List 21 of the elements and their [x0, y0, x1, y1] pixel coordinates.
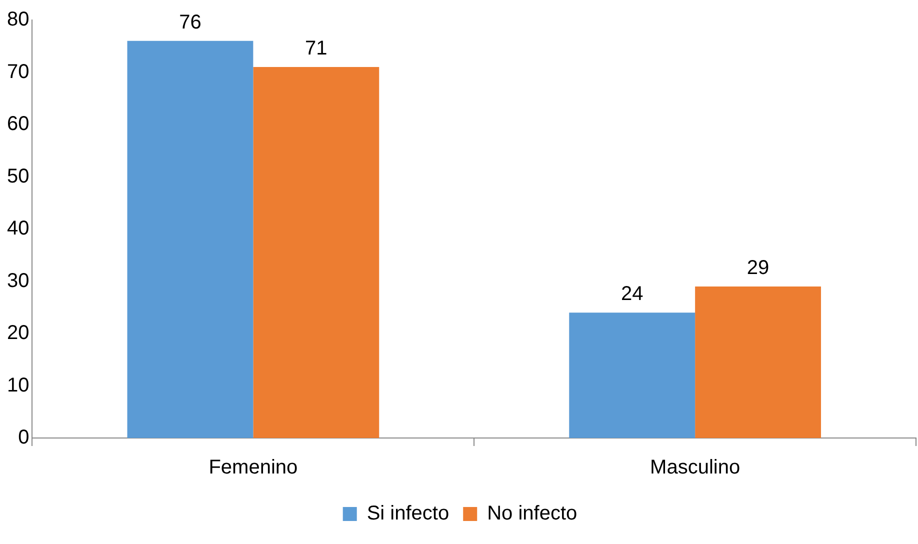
data-label: 29 [746, 256, 770, 279]
legend-label: Si infecto [366, 502, 450, 525]
data-label: 71 [305, 38, 328, 60]
data-label: 24 [620, 283, 644, 306]
y-tick-label: 0 [18, 426, 30, 449]
y-tick-label: 30 [6, 270, 30, 292]
y-tick-label: 60 [6, 113, 30, 136]
bar [569, 312, 696, 438]
y-tick-label: 40 [6, 218, 30, 240]
y-tick-label: 70 [6, 60, 30, 83]
y-tick-label: 50 [6, 165, 30, 188]
bar [127, 40, 254, 438]
y-tick-label: 20 [6, 322, 30, 344]
bar [253, 67, 380, 438]
bar [695, 286, 821, 438]
data-label: 76 [179, 11, 202, 34]
x-tick-label: Masculino [650, 456, 740, 479]
y-tick-label: 10 [6, 374, 30, 396]
x-tick-label: Femenino [208, 456, 298, 479]
y-tick-label: 80 [6, 8, 30, 31]
legend-label: No infecto [487, 502, 578, 525]
